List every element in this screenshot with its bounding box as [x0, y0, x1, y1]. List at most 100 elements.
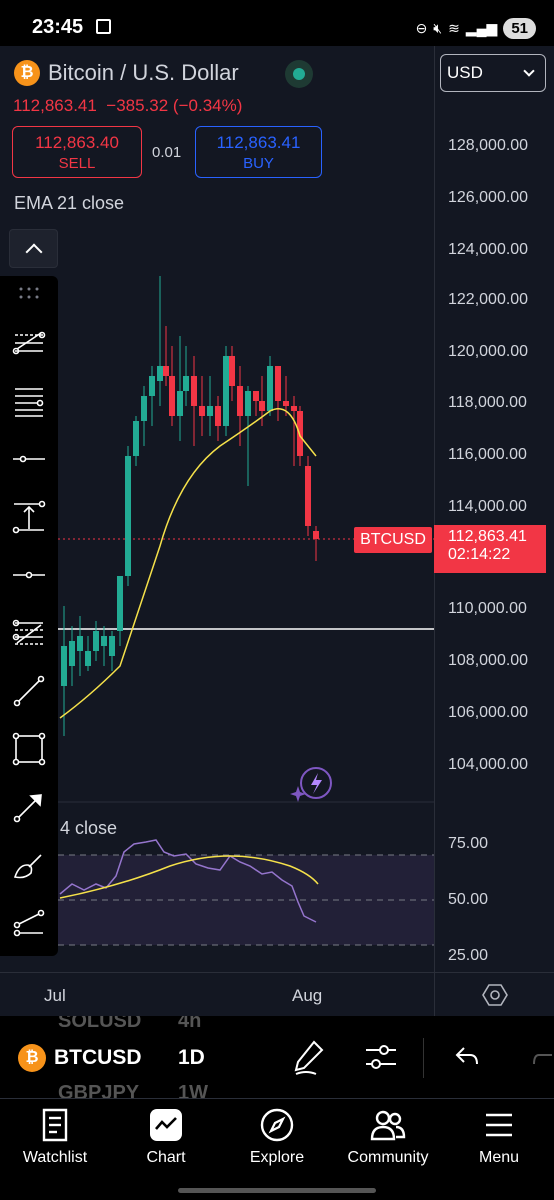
collapse-toolbar-button[interactable] [9, 229, 58, 268]
price-tick: 110,000.00 [448, 600, 527, 617]
currency-select[interactable]: USD [440, 54, 546, 92]
wifi-icon: ≋ [448, 19, 460, 36]
candle-body [117, 576, 123, 631]
candle-body [183, 376, 189, 391]
interval-selector[interactable]: 1D [178, 1046, 205, 1069]
price-range-tool-icon[interactable] [4, 492, 54, 542]
candle-body [207, 406, 213, 416]
candle-body [245, 391, 251, 416]
sell-price: 112,863.40 [35, 133, 119, 152]
candle-body [149, 376, 155, 396]
compass-icon [260, 1108, 294, 1142]
rsi-tick: 25.00 [448, 947, 489, 964]
candle-body [169, 376, 175, 416]
rectangle-tool-icon[interactable] [4, 724, 54, 774]
redo-icon[interactable] [532, 1044, 554, 1070]
market-status-icon[interactable] [285, 60, 313, 88]
symbol-selector[interactable]: ₿ BTCUSD [18, 1044, 142, 1072]
chart-settings-icon[interactable] [482, 983, 508, 1007]
sell-label: SELL [58, 155, 96, 172]
tag-symbol: BTCUSD [360, 531, 426, 548]
buy-button[interactable]: 112,863.41 BUY [195, 126, 322, 178]
tag-price: 112,863.41 [448, 528, 527, 545]
price-tick: 124,000.00 [448, 241, 529, 258]
candle-body [199, 406, 205, 416]
time-axis[interactable] [0, 972, 434, 1016]
candle-body [61, 646, 67, 686]
currency-value: USD [447, 63, 483, 82]
nav-label: Explore [249, 1149, 305, 1166]
candle-body [237, 386, 243, 416]
symbol-bar: SOLUSD 4h GBPJPY 1W ₿ BTCUSD 1D [0, 1016, 554, 1098]
price-change: −385.32 (−0.34%) [106, 96, 243, 115]
pitchfork-tool-icon[interactable] [4, 318, 54, 368]
horizontal-line-tool-icon[interactable] [4, 550, 54, 600]
trend-line-tool-icon[interactable] [4, 666, 54, 716]
rsi-tick: 75.00 [448, 835, 489, 852]
bitcoin-icon: ₿ [14, 60, 40, 86]
indicators-sliders-icon[interactable] [364, 1042, 398, 1072]
price-tick: 116,000.00 [448, 446, 527, 463]
path-tool-icon[interactable] [4, 898, 54, 948]
sell-button[interactable]: 112,863.40 SELL [12, 126, 142, 178]
ema-indicator-label[interactable]: EMA 21 close [14, 193, 125, 213]
price-tick: 126,000.00 [448, 189, 529, 206]
pencil-icon[interactable] [292, 1038, 326, 1076]
candle-body [85, 651, 91, 666]
battery-indicator: 51 [503, 17, 536, 39]
candle-body [267, 366, 273, 411]
status-time: 23:45 [32, 16, 84, 38]
time-tick: Aug [292, 986, 323, 1005]
price-tick: 114,000.00 [448, 498, 527, 515]
fib-levels-tool-icon[interactable] [4, 376, 54, 426]
price-tick: 122,000.00 [448, 291, 529, 308]
watchlist-icon [42, 1108, 68, 1142]
nav-community[interactable]: Community [333, 1107, 443, 1167]
symbol-title: Bitcoin / U.S. Dollar [48, 60, 239, 85]
chart-icon [150, 1109, 182, 1141]
nav-label: Community [347, 1149, 429, 1166]
nav-label: Watchlist [22, 1149, 88, 1166]
community-icon [370, 1110, 406, 1141]
chevron-down-icon [523, 65, 535, 77]
candle-body [253, 391, 259, 401]
horizontal-ray-tool-icon[interactable] [4, 434, 54, 484]
price-tick: 120,000.00 [448, 343, 529, 360]
bottom-nav: Watchlist Chart Explore Community Menu [0, 1098, 554, 1200]
toolbar-divider [423, 1038, 424, 1078]
symbol-header[interactable]: ₿ Bitcoin / U.S. Dollar [14, 60, 239, 86]
drag-handle-icon[interactable] [18, 286, 40, 300]
nav-explore[interactable]: Explore [222, 1107, 332, 1167]
drawing-toolbar [0, 276, 58, 956]
price-tick: 106,000.00 [448, 704, 529, 721]
candle-body [177, 391, 183, 416]
price-chart[interactable] [0, 46, 434, 972]
candle-body [291, 406, 297, 411]
rsi-indicator-label[interactable]: 4 close [60, 818, 118, 838]
ghost-symbol-above: SOLUSD [58, 1016, 142, 1032]
ghost-interval-above: 4h [178, 1016, 202, 1032]
undo-icon[interactable] [454, 1044, 480, 1070]
nav-label: Menu [478, 1149, 520, 1166]
nav-chart[interactable]: Chart [111, 1107, 221, 1167]
candle-body [163, 366, 169, 376]
candle-body [101, 636, 107, 646]
parallel-channel-tool-icon[interactable] [4, 608, 54, 658]
last-price: 112,863.41 [13, 96, 97, 115]
candle-body [215, 406, 221, 426]
symbol-price-tag: BTCUSD [354, 527, 432, 553]
candles [61, 276, 319, 736]
nav-watchlist[interactable]: Watchlist [0, 1107, 110, 1167]
candle-body [259, 401, 265, 411]
status-icons: ⊖ 🔇︎ ≋ ▂▄▆ 51 [416, 14, 536, 42]
candle-body [229, 356, 235, 386]
arrow-tool-icon[interactable] [4, 782, 54, 832]
candle-body [191, 376, 197, 406]
bar-countdown: 02:14:22 [448, 546, 511, 563]
brush-tool-icon[interactable] [4, 840, 54, 890]
dnd-icon: ⊖ [415, 19, 428, 36]
nav-menu[interactable]: Menu [444, 1107, 554, 1167]
candle-body [133, 421, 139, 456]
buy-price: 112,863.41 [216, 133, 301, 152]
rsi-tick: 50.00 [448, 891, 489, 908]
